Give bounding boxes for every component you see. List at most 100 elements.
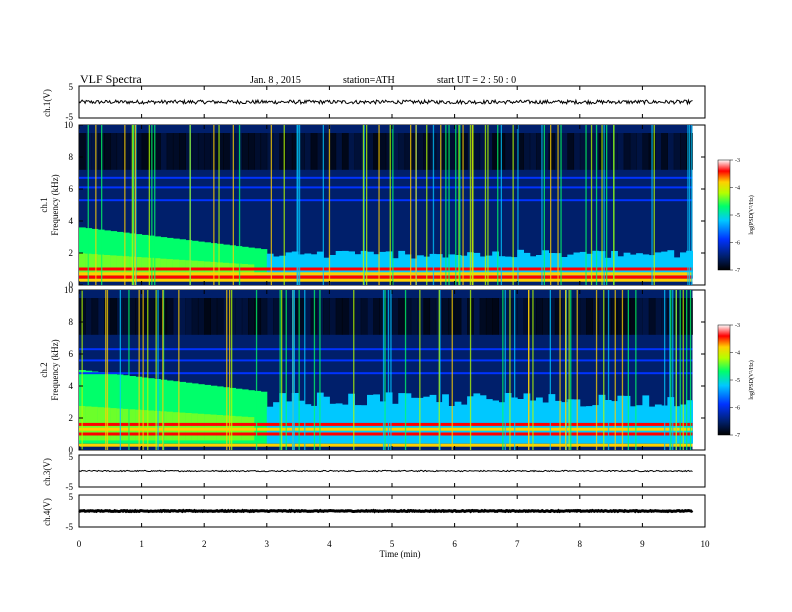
spectrogram-hiss-cell [316,251,324,279]
spheric-stripe [550,125,552,285]
spectrogram-dark-band [654,133,662,170]
spectrogram-dark-band [104,133,111,170]
spectrogram-dark-band [79,133,86,170]
spheric-stripe [362,125,365,285]
spectrogram-hiss-cell [435,254,443,279]
spectrogram-dark-band [298,133,305,170]
spheric-stripe [353,290,355,450]
spectrogram-dark-band [686,298,693,335]
strong-line [79,432,693,436]
ch1-freq-ylabel: Frequency (kHz) [50,174,60,235]
spectrogram-dark-band [561,298,568,335]
spectrogram-hiss-cell [548,394,556,444]
spectrogram-dark-band [529,133,537,170]
spectrogram-dark-band [573,133,581,170]
spheric-stripe [229,290,231,450]
spectrogram-hiss-cell [517,249,524,279]
spectrogram-dark-band [329,133,337,170]
spheric-stripe [296,125,298,285]
spectrogram-hiss-cell [579,251,587,279]
spectrogram-dark-band [442,298,449,335]
spheric-stripe [500,125,502,285]
start-time-label: start UT = 2 : 50 : 0 [437,75,516,86]
spectrogram-hiss-cell [341,250,349,279]
time-axis: 0 1 2 3 4 5 6 7 8 9 10 [77,86,710,549]
narrowband-line [79,176,693,179]
freq-tick-label: 4 [69,216,74,226]
spectrogram-dark-band [166,298,174,335]
spheric-stripe [432,125,435,285]
spectrogram-dark-band [592,133,600,170]
colorbar-tick-label: -7 [735,268,740,274]
spectrogram-dark-band [229,133,236,170]
spheric-stripe [451,290,453,450]
spectrogram-dark-band [473,298,481,335]
spheric-stripe [497,125,499,285]
time-tick-label: 0 [77,539,82,549]
spheric-stripe [293,290,295,450]
spectrogram-dark-band [260,133,268,170]
spectrogram-dark-band [435,133,443,170]
spectrogram-hiss-cell [485,399,493,444]
spectrogram-hiss-cell [116,231,124,279]
ch3-trace [78,469,693,473]
spectrogram-hiss-cell [473,393,481,444]
spectrogram-dark-band [379,133,387,170]
spheric-stripe [445,125,447,285]
strong-line [79,275,693,279]
spectrogram-dark-band [636,298,643,335]
spectrogram-hiss-cell [254,248,262,279]
freq-tick-label: 6 [69,184,74,194]
spectrogram-hiss-cell [260,249,268,279]
spheric-stripe [363,125,365,285]
spectrogram-hiss-cell [686,400,693,444]
spectrogram-dark-band [197,133,205,170]
spectrogram-dark-band [604,133,612,170]
spheric-stripe [387,290,390,450]
colorbar-label: log(PSD(V²/Hz) [748,360,755,399]
spectrogram-hiss-cell [398,250,406,279]
spectrogram-dark-band [492,133,499,170]
spectrogram-dark-band [204,298,211,335]
spectrogram-dark-band [141,298,149,335]
spheric-stripe [281,290,283,450]
spectrogram-dark-band [279,298,287,335]
spectrogram-hiss-cell [442,394,449,444]
spectrogram-dark-band [110,298,118,335]
spectrogram-dark-band [367,298,374,335]
spectrogram-hiss-cell [91,228,99,279]
spectrogram-hiss-core [204,414,211,441]
narrowband-line [79,186,693,189]
spectrogram-dark-band [310,133,318,170]
spectrogram-dark-band [304,133,312,170]
spheric-stripe [686,290,688,450]
spheric-stripe [585,125,587,285]
spheric-stripe [687,125,689,285]
spheric-stripe [504,290,506,450]
spectrogram-hiss-cell [310,254,318,279]
spheric-stripe [603,290,605,450]
spectrogram-dark-band [392,133,399,170]
spectrogram-dark-band [673,298,681,335]
spectrogram-hiss-cell [373,254,380,279]
time-tick-label: 8 [578,539,583,549]
spectrogram-hiss-cell [329,255,337,279]
spectrogram-dark-band [373,133,380,170]
spectrogram-hiss-cell [354,254,362,279]
freq-tick-label: 2 [69,413,74,423]
spectrogram-dark-band [554,298,562,335]
spectrogram-dark-band [97,298,105,335]
spheric-stripe [651,125,653,285]
spectrogram-dark-band [410,133,418,170]
spheric-stripe [462,125,464,285]
spectrogram-dark-band [185,133,193,170]
spectrogram-dark-band [91,298,99,335]
spheric-stripe [669,290,671,450]
spectrogram-dark-band [398,133,406,170]
spectrogram-dark-band [385,133,393,170]
spectrogram-dark-band [654,298,662,335]
spectrogram-hiss-core [110,255,118,276]
spheric-stripe [440,125,442,285]
spectrogram-dark-band [341,133,349,170]
spheric-stripe [541,125,543,285]
